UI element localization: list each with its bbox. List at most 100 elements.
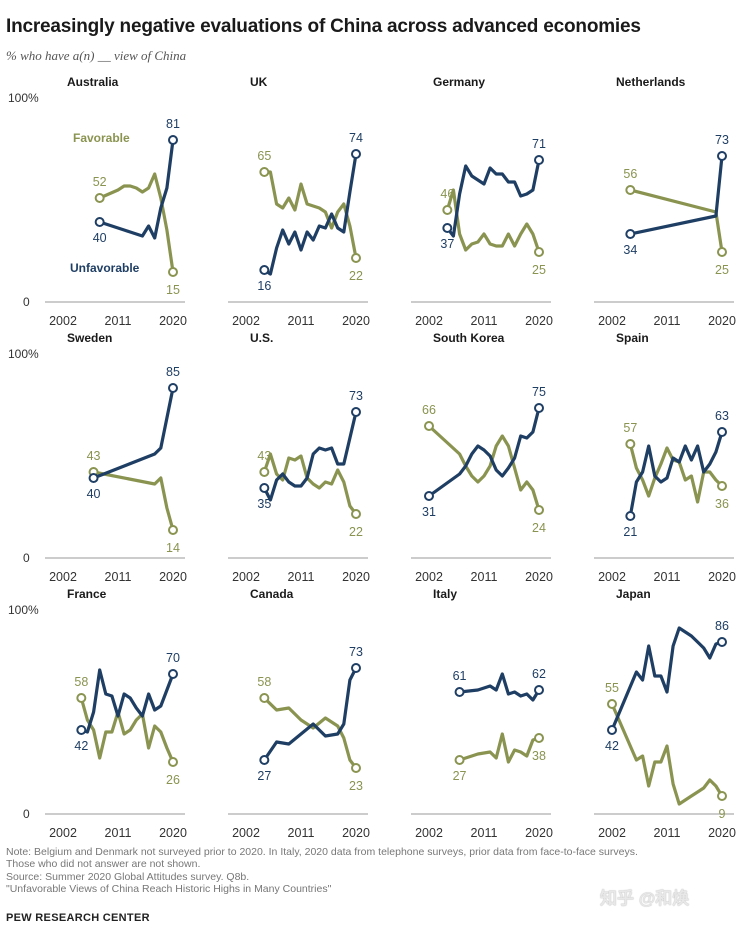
y-tick-label: 100% [8,603,39,617]
unfavorable-point [168,383,178,393]
favorable-last-label: 36 [715,497,729,511]
unfavorable-first-label: 16 [257,279,271,293]
panel-u-s-: U.S. 2002 2011 2020 43 35 22 73 [228,331,370,584]
unfavorable-line [262,410,358,502]
favorable-point [424,421,434,431]
favorable-line [445,188,541,254]
small-multiples-chart: Australia 100% 0 2002 2011 2020 52 40 15 81 Favora… [8,75,736,840]
unfavorable-last-label: 85 [166,365,180,379]
favorable-line [458,732,541,764]
panel-title: Australia [67,75,119,89]
favorable-point [717,791,727,801]
favorable-last-label: 9 [719,807,726,821]
favorable-point [168,757,178,767]
unfavorable-point [717,637,727,647]
favorable-point [534,505,544,515]
legend-unfavorable: Unfavorable [70,261,140,275]
unfavorable-line [610,626,724,732]
unfavorable-first-label: 37 [440,237,454,251]
panel-title: Italy [433,587,457,601]
unfavorable-point [76,725,87,735]
panel-title: Japan [616,587,651,601]
favorable-last-label: 25 [715,263,729,277]
favorable-first-label: 57 [623,421,637,435]
favorable-line [91,470,175,532]
unfavorable-first-label: 42 [605,739,619,753]
favorable-point [625,185,636,195]
favorable-first-label: 58 [74,675,88,689]
unfavorable-last-label: 86 [715,619,729,633]
favorable-first-label: 55 [605,681,619,695]
x-tick-label: 2002 [232,314,260,328]
favorable-point [259,167,270,177]
favorable-point [259,467,270,477]
x-tick-label: 2011 [105,826,132,840]
x-tick-label: 2011 [471,826,498,840]
y-tick-label: 100% [8,91,39,105]
favorable-point [76,693,87,703]
favorable-first-label: 66 [422,403,436,417]
unfavorable-last-label: 75 [532,385,546,399]
favorable-first-label: 52 [93,175,107,189]
unfavorable-line [262,152,358,276]
x-tick-label: 2020 [159,826,187,840]
unfavorable-line [98,138,175,240]
panel-uk: UK 2002 2011 2020 65 16 22 74 [228,75,370,328]
unfavorable-last-label: 73 [349,645,363,659]
favorable-last-label: 25 [532,263,546,277]
x-tick-label: 2020 [708,314,736,328]
panel-title: U.S. [250,331,273,345]
unfavorable-line [79,668,175,734]
unfavorable-point [534,685,544,695]
unfavorable-first-label: 21 [623,525,637,539]
unfavorable-point [351,663,361,673]
x-tick-label: 2011 [288,570,315,584]
unfavorable-point [442,223,453,233]
unfavorable-point [259,483,270,493]
unfavorable-first-label: 40 [87,487,101,501]
chart-title: Increasingly negative evaluations of Chi… [6,16,641,37]
unfavorable-point [534,155,544,165]
favorable-last-label: 22 [349,269,363,283]
unfavorable-line [445,158,541,238]
favorable-line [79,696,175,764]
unfavorable-line [628,430,724,518]
note-line: Those who did not answer are not shown. [6,858,201,871]
favorable-point [442,205,453,215]
favorable-last-label: 26 [166,773,180,787]
favorable-last-label: 15 [166,283,180,297]
favorable-first-label: 65 [257,149,271,163]
unfavorable-first-label: 31 [422,505,436,519]
unfavorable-last-label: 81 [166,117,180,131]
favorable-point [625,439,636,449]
unfavorable-last-label: 70 [166,651,180,665]
y-tick-label: 100% [8,347,39,361]
favorable-first-label: 46 [440,187,454,201]
unfavorable-first-label: 61 [453,669,467,683]
unfavorable-last-label: 71 [532,137,546,151]
favorable-first-label: 43 [87,449,101,463]
unfavorable-line [262,666,358,762]
unfavorable-point [259,265,270,275]
favorable-last-label: 14 [166,541,180,555]
x-tick-label: 2011 [654,826,681,840]
unfavorable-point [625,511,636,521]
x-tick-label: 2002 [415,314,443,328]
panel-australia: Australia 100% 0 2002 2011 2020 52 40 15 81 Favora… [8,75,187,328]
unfavorable-point [168,135,178,145]
favorable-last-label: 22 [349,525,363,539]
unfavorable-point [88,473,99,483]
x-tick-label: 2002 [49,314,77,328]
favorable-line [628,188,724,254]
panel-spain: Spain 2002 2011 2020 57 21 36 63 [594,331,736,584]
panel-title: Netherlands [616,75,686,89]
panel-title: Sweden [67,331,112,345]
legend-favorable: Favorable [73,131,130,145]
unfavorable-point [168,669,178,679]
x-tick-label: 2020 [342,570,370,584]
x-tick-label: 2020 [525,314,553,328]
panel-title: Spain [616,331,649,345]
notes-block: Note: Belgium and Denmark not surveyed p… [6,846,726,895]
unfavorable-line [427,406,541,498]
unfavorable-first-label: 34 [623,243,637,257]
